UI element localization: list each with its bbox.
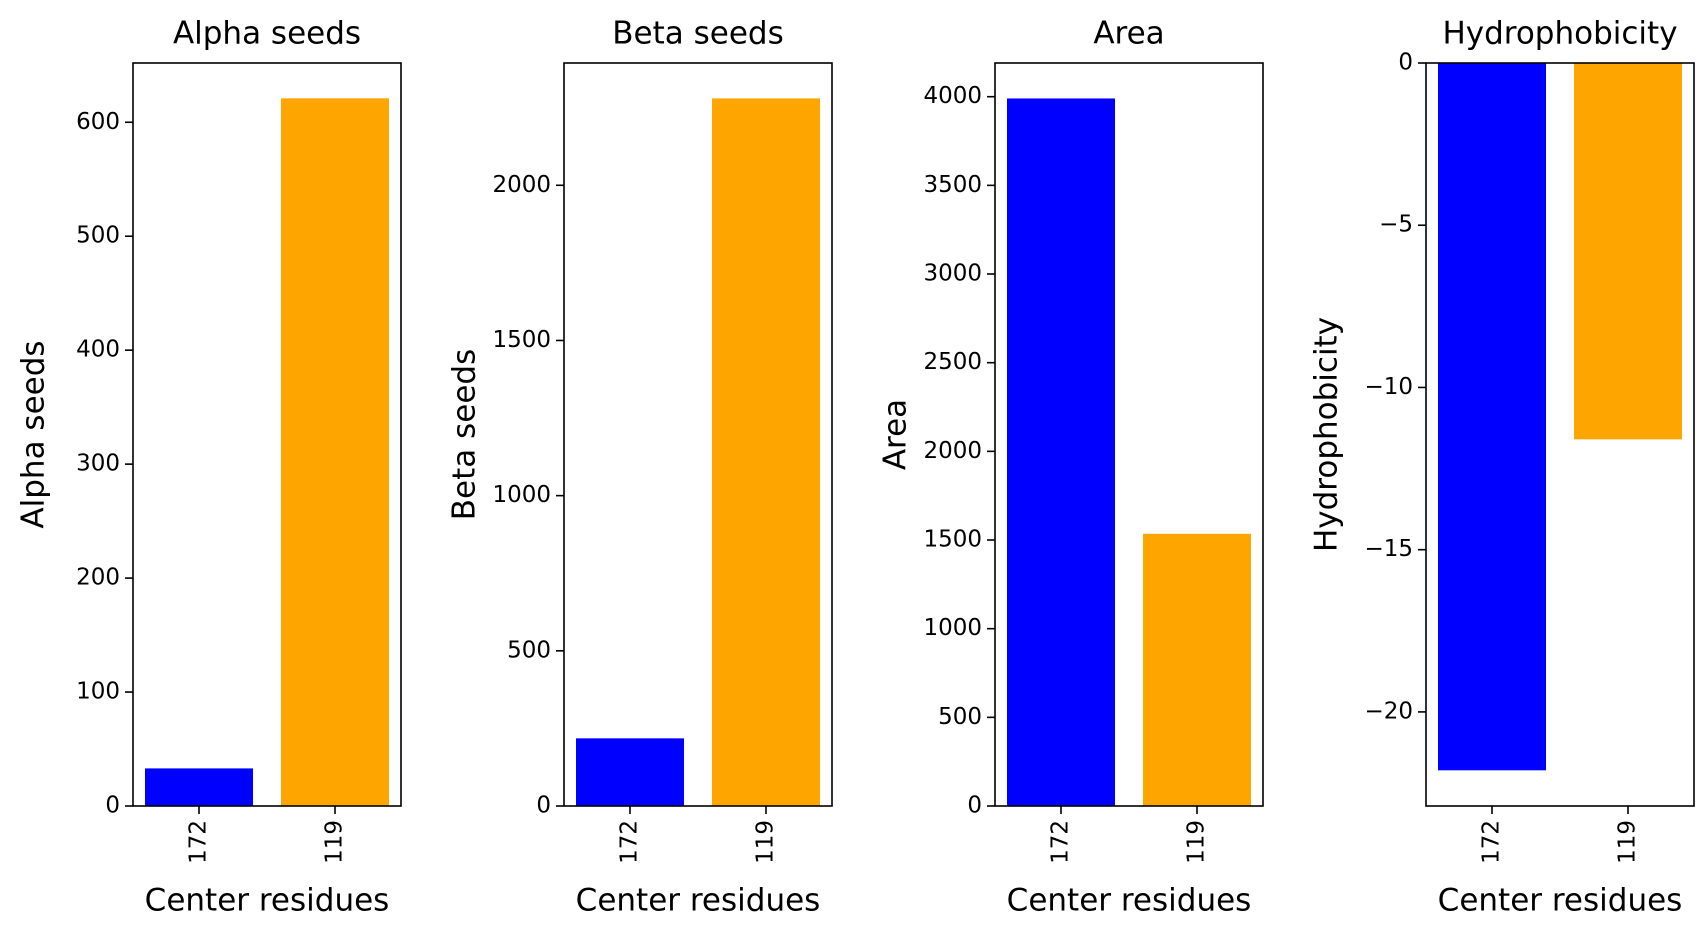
x-axis-label: Center residues [1007, 883, 1252, 919]
x-axis-label: Center residues [145, 883, 390, 919]
x-tick-label: 119 [753, 820, 779, 864]
subplot-1: 172 119 0 100 200 300 400 500 600 Alpha seeds Cent… [16, 16, 402, 919]
y-tick-label: 0 [967, 793, 982, 819]
y-tick-label: 1000 [492, 482, 551, 508]
y-tick-label: 0 [105, 793, 120, 819]
panel-title: Alpha seeds [173, 16, 361, 52]
x-tick-label: 172 [1048, 820, 1074, 864]
x-tick-label: 119 [322, 820, 348, 864]
x-tick-label: 172 [617, 820, 643, 864]
y-tick-label: 2500 [923, 349, 982, 375]
y-tick-label: 2000 [923, 438, 982, 464]
x-axis-label: Center residues [1438, 883, 1683, 919]
y-tick-label: 1500 [923, 527, 982, 553]
y-tick-label: 600 [76, 109, 120, 135]
y-tick-label: 200 [76, 565, 120, 591]
bar-172 [145, 768, 253, 806]
plot-frame [994, 62, 1264, 807]
y-axis-label: Alpha seeds [16, 340, 52, 528]
y-tick-label: 4000 [923, 83, 982, 109]
y-tick-label: 3000 [923, 261, 982, 287]
subplot-3: 172 119 0 500 1000 1500 2000 2500 3000 3500 4000 Ar… [878, 16, 1264, 919]
y-tick-label: 1500 [492, 327, 551, 353]
y-tick-label: 100 [76, 679, 120, 705]
y-tick-label: −5 [1379, 212, 1413, 238]
y-tick-label: 0 [536, 793, 551, 819]
plot-frame [563, 62, 833, 807]
y-tick-label: 400 [76, 337, 120, 363]
plot-frame [1425, 62, 1695, 807]
y-tick-label: 500 [938, 704, 982, 730]
subplot-2: 172 119 0 500 1000 1500 2000 Beta seeds Center r… [447, 16, 833, 919]
panel-title: Hydrophobicity [1442, 16, 1677, 52]
bar-119 [1574, 63, 1682, 440]
y-tick-label: −20 [1364, 698, 1413, 724]
y-tick-label: −10 [1364, 374, 1413, 400]
x-tick-label: 119 [1184, 820, 1210, 864]
panel-title: Area [1093, 16, 1164, 52]
plot-frame [132, 62, 402, 807]
x-axis-label: Center residues [576, 883, 821, 919]
y-axis-label: Area [878, 399, 914, 470]
bar-172 [1007, 98, 1115, 806]
x-tick-label: 119 [1615, 820, 1641, 864]
subplot-4: 172 119 −20 −15 −10 −5 0 Hydrophobicity Center r… [1309, 16, 1695, 919]
y-tick-label: −15 [1364, 536, 1413, 562]
panel-title: Beta seeds [612, 16, 783, 52]
y-tick-label: 500 [76, 223, 120, 249]
x-tick-label: 172 [1479, 820, 1505, 864]
bar-119 [281, 98, 389, 807]
y-tick-label: 2000 [492, 172, 551, 198]
x-tick-label: 172 [186, 820, 212, 864]
bar-119 [1143, 533, 1251, 806]
y-tick-label: 300 [76, 451, 120, 477]
y-tick-label: 1000 [923, 615, 982, 641]
bar-172 [1438, 63, 1546, 771]
y-tick-label: 0 [1398, 50, 1413, 76]
y-axis-label: Beta seeds [447, 349, 483, 520]
bar-172 [576, 738, 684, 806]
bar-119 [712, 98, 820, 806]
y-tick-label: 3500 [923, 172, 982, 198]
y-tick-label: 500 [507, 637, 551, 663]
y-axis-label: Hydrophobicity [1309, 317, 1345, 552]
